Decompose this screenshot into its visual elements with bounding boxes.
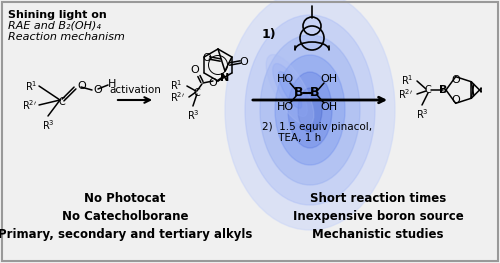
Text: Shining light on: Shining light on [8, 10, 107, 20]
Text: B: B [439, 85, 447, 95]
Text: O: O [239, 57, 248, 67]
Text: O: O [93, 85, 102, 95]
Text: R$^{2\prime}$: R$^{2\prime}$ [170, 90, 185, 104]
Text: 1): 1) [262, 28, 276, 41]
Text: No Photocat: No Photocat [84, 192, 166, 205]
Text: R$^1$: R$^1$ [170, 78, 183, 92]
Text: activation: activation [109, 85, 161, 95]
Ellipse shape [278, 72, 301, 108]
Text: C: C [58, 97, 66, 107]
Ellipse shape [245, 15, 375, 205]
Text: Reaction mechanism: Reaction mechanism [8, 32, 125, 42]
Text: C: C [424, 85, 432, 95]
Text: O: O [452, 75, 460, 85]
Text: O: O [452, 95, 460, 105]
Ellipse shape [272, 64, 308, 117]
Text: Short reaction times: Short reaction times [310, 192, 446, 205]
Text: O: O [77, 81, 86, 91]
Text: Mechanistic studies: Mechanistic studies [312, 228, 444, 241]
Text: No Catecholborane: No Catecholborane [62, 210, 188, 223]
Text: R$^{2\prime}$: R$^{2\prime}$ [398, 87, 413, 101]
Text: HO: HO [276, 102, 293, 112]
Ellipse shape [225, 0, 395, 230]
Ellipse shape [275, 55, 345, 165]
Text: OH: OH [320, 74, 338, 84]
Text: OH: OH [320, 102, 338, 112]
Text: R$^3$: R$^3$ [416, 107, 428, 121]
Text: O: O [208, 78, 218, 88]
Ellipse shape [260, 35, 360, 185]
Text: Primary, secondary and tertiary alkyls: Primary, secondary and tertiary alkyls [0, 228, 252, 241]
Text: RAE and B₂(OH)₄: RAE and B₂(OH)₄ [8, 21, 101, 31]
Text: N: N [220, 73, 230, 83]
Text: TEA, 1 h: TEA, 1 h [262, 133, 321, 143]
Text: R$^3$: R$^3$ [186, 108, 200, 122]
Text: B: B [294, 87, 304, 99]
Text: O: O [202, 53, 211, 63]
Text: 2)  1.5 equiv pinacol,: 2) 1.5 equiv pinacol, [262, 122, 372, 132]
Text: H: H [108, 79, 116, 89]
Text: R$^{2\prime}$: R$^{2\prime}$ [22, 98, 37, 112]
Text: O: O [190, 65, 200, 75]
Text: C: C [194, 88, 200, 98]
Text: HO: HO [276, 74, 293, 84]
Text: R$^3$: R$^3$ [42, 118, 54, 132]
Text: R$^1$: R$^1$ [400, 73, 413, 87]
Ellipse shape [288, 72, 332, 148]
Text: B: B [310, 87, 320, 99]
Ellipse shape [298, 88, 322, 132]
Text: R$^1$: R$^1$ [24, 79, 37, 93]
Ellipse shape [266, 54, 314, 125]
Text: Inexpensive boron source: Inexpensive boron source [292, 210, 464, 223]
